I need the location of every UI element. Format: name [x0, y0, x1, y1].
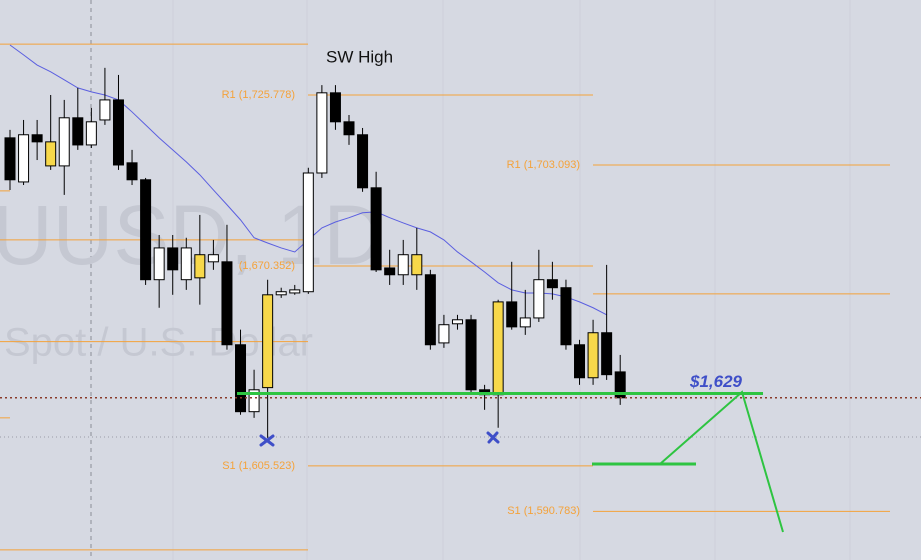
candle-body — [289, 289, 301, 294]
candle-body — [194, 254, 206, 279]
candle-body — [4, 137, 16, 181]
candle-body — [207, 254, 219, 263]
pivot-label: (1,670.352) — [239, 260, 295, 272]
candle-body — [85, 121, 97, 146]
candle-body — [31, 134, 43, 143]
candle-body — [587, 332, 599, 379]
candle-body — [180, 247, 192, 281]
projection — [592, 390, 784, 533]
candle-body — [574, 344, 586, 379]
candle-body — [438, 324, 450, 344]
candle-body — [397, 254, 409, 276]
annotation: SW High — [326, 47, 393, 66]
candle-body — [384, 267, 396, 276]
candle-body — [18, 134, 30, 183]
candle-body — [451, 319, 463, 325]
candle-body — [506, 301, 518, 328]
candle-body — [140, 179, 152, 281]
candle-body — [248, 389, 260, 413]
candle-body — [519, 317, 531, 328]
pivot-label: S1 (1,605.523) — [222, 460, 295, 472]
pivot-label: R1 (1,725.778) — [222, 89, 295, 101]
candle-body — [153, 247, 165, 281]
candle-body — [424, 274, 436, 346]
candle-body — [533, 279, 545, 319]
candle-body — [343, 121, 355, 136]
candle-body — [99, 99, 111, 121]
target-label: $1,629 — [689, 372, 743, 391]
swing-marker — [259, 431, 500, 447]
candle-body — [72, 117, 84, 146]
candle-body — [370, 187, 382, 271]
candle-body — [235, 344, 247, 413]
candle-body — [411, 254, 423, 276]
candle-body — [167, 247, 179, 271]
background-grid — [172, 0, 851, 560]
candle-body — [262, 294, 274, 389]
candle-body — [58, 117, 70, 167]
pivot-label: R1 (1,703.093) — [507, 159, 580, 171]
candle-body — [221, 261, 233, 346]
candle-body — [560, 287, 572, 346]
candle-body — [126, 162, 138, 181]
watermark-sub: Spot / U.S. Dollar — [4, 321, 313, 365]
candle-body — [275, 291, 287, 296]
candle-body — [357, 134, 369, 189]
candle-body — [601, 332, 613, 376]
candle-body — [329, 92, 341, 123]
candle-body — [316, 92, 328, 174]
candle-body — [546, 279, 558, 289]
candle-body — [45, 141, 57, 167]
candle-body — [465, 319, 477, 391]
pivot-label: S1 (1,590.783) — [507, 505, 580, 517]
watermark: UUSD, 1D — [0, 188, 384, 282]
candle-body — [112, 99, 124, 166]
candle-body — [302, 172, 314, 293]
candle-body — [492, 301, 504, 396]
